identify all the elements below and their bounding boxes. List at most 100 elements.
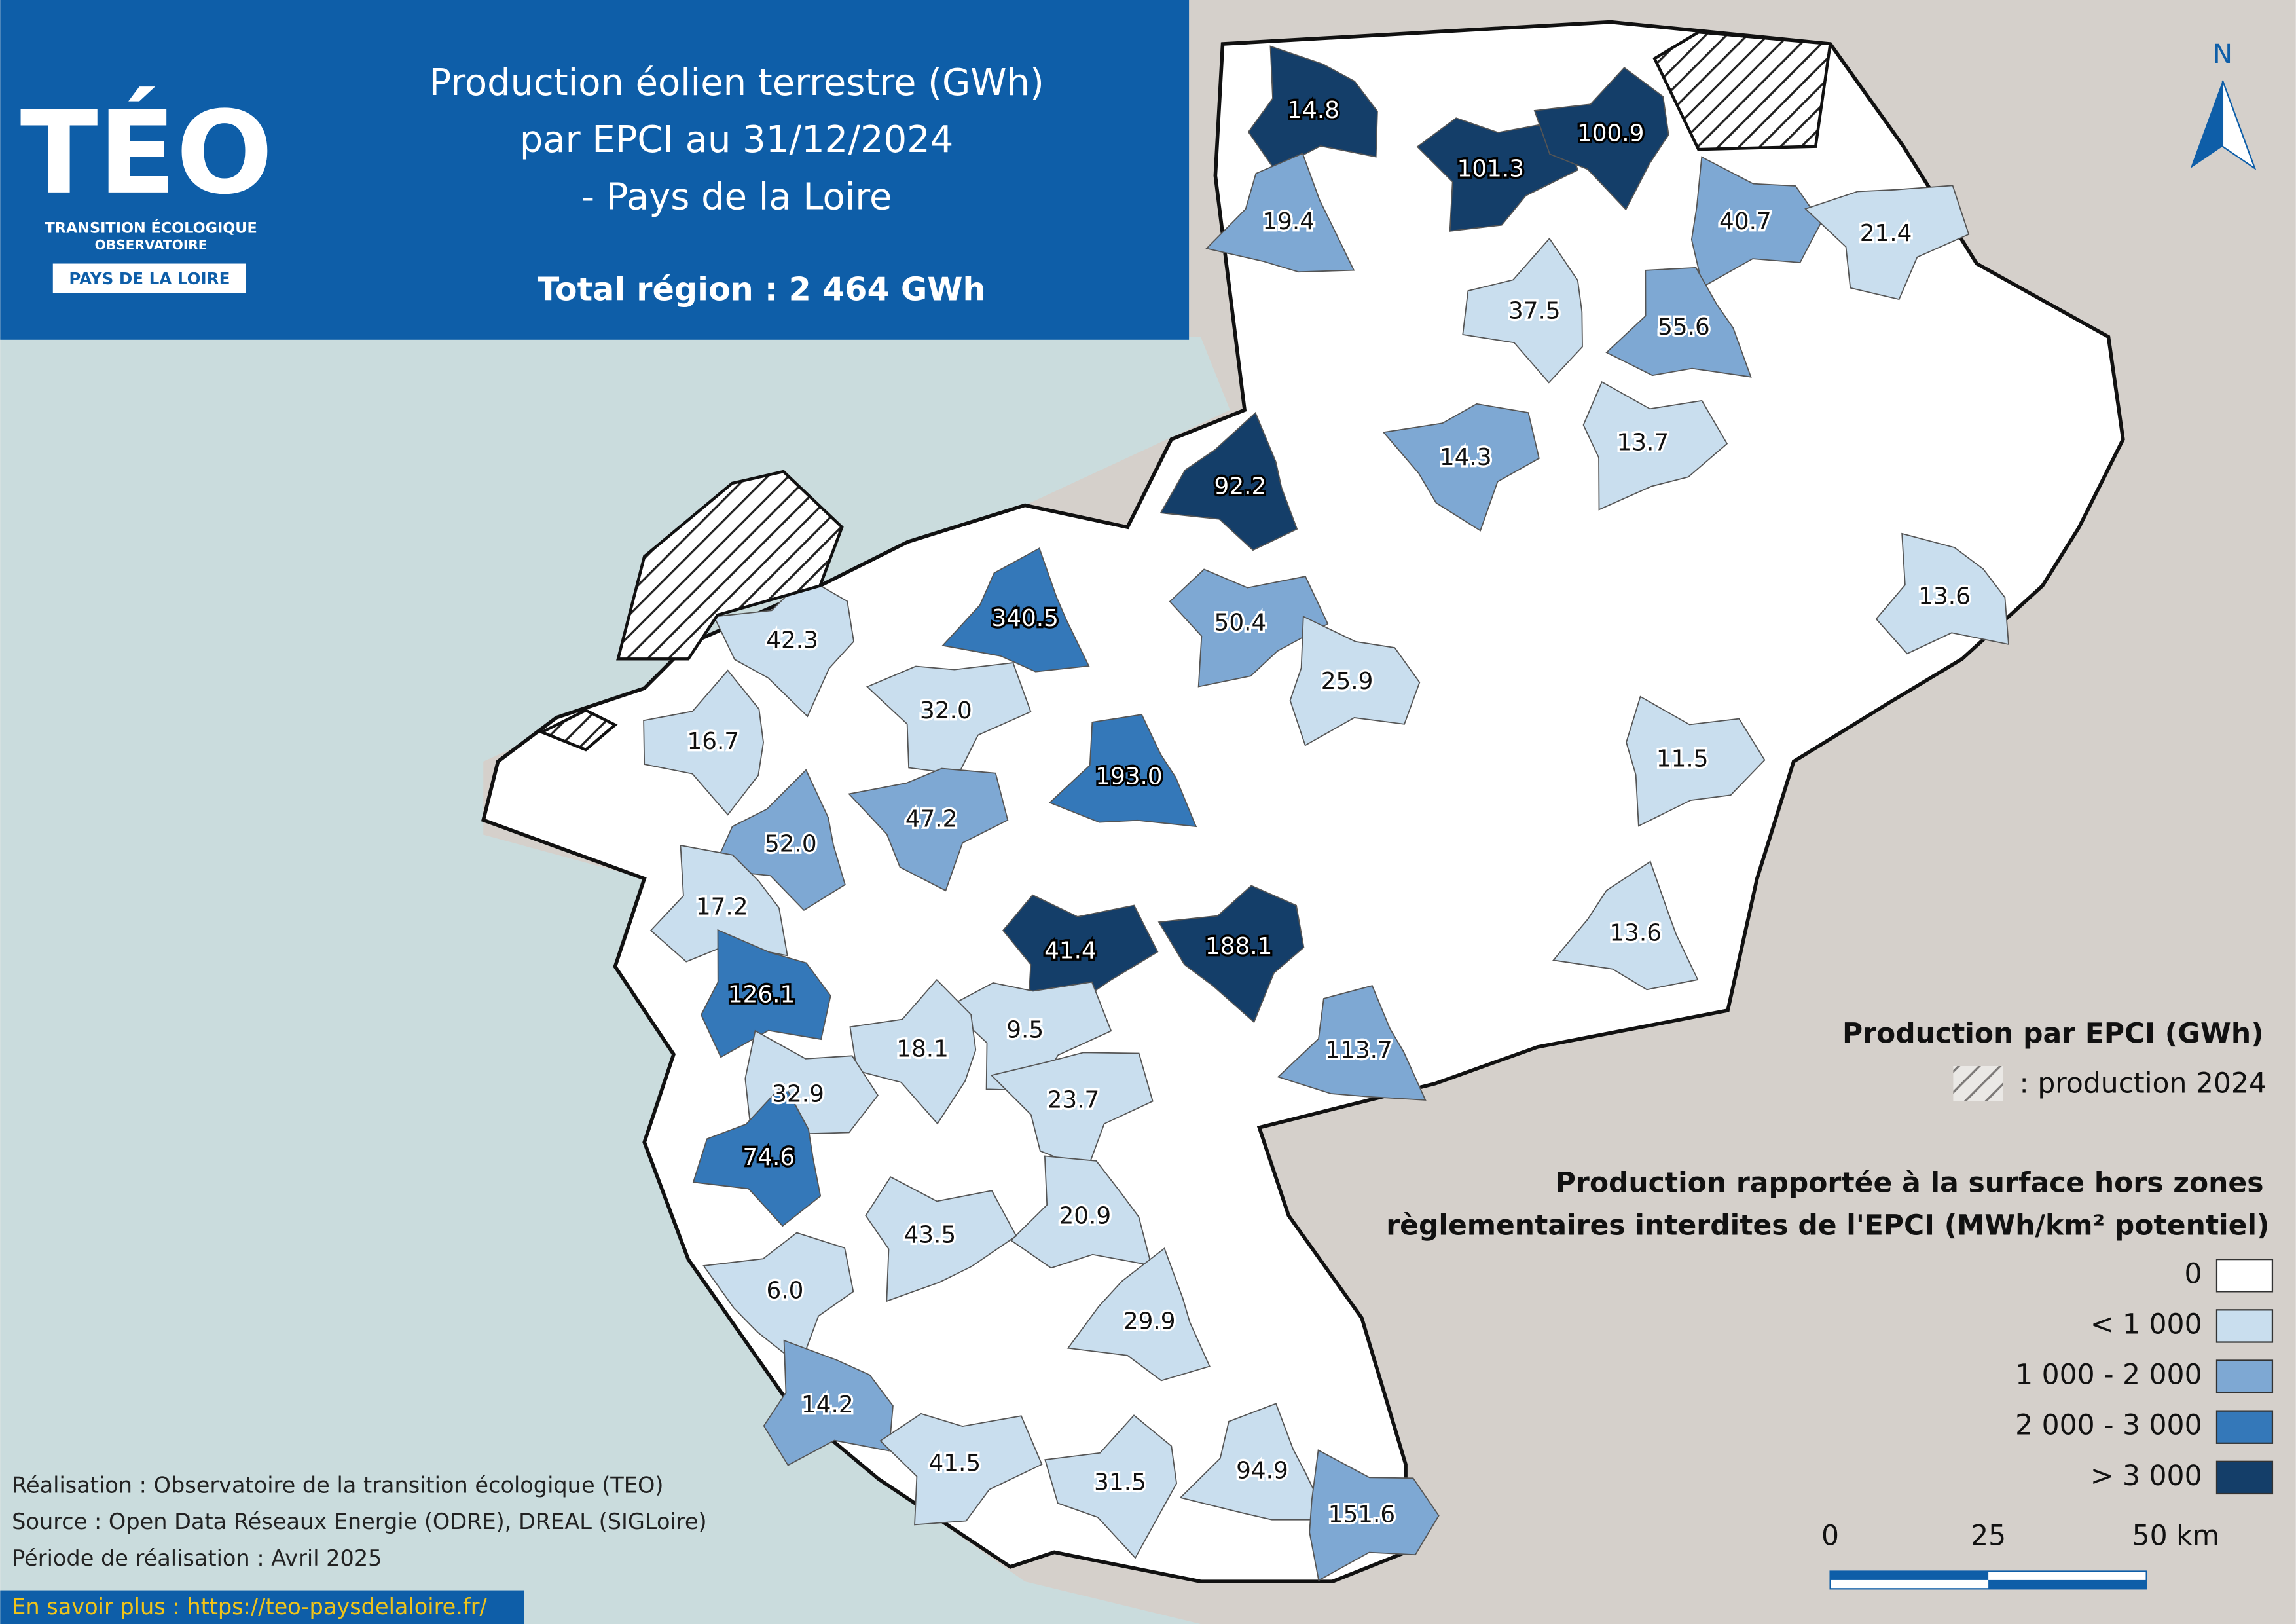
epci-label: 17.2 [696,893,748,920]
epci-label: 6.0 [766,1277,803,1304]
epci-area [1416,117,1579,232]
epci-area [1582,380,1728,511]
legend-title: Production rapportée à la surface hors z… [1556,1168,2264,1200]
epci-label: 52.0 [765,830,817,857]
epci-label: 32.9 [772,1081,824,1108]
epci-label: 40.7 [1719,208,1772,235]
scale-bar [1988,1579,2147,1589]
epci-label: 14.3 [1440,444,1492,471]
epci-area [712,769,846,911]
epci-area [848,767,1009,892]
footer-line: Source : Open Data Réseaux Energie (ODRE… [12,1509,706,1534]
hatched-area [538,709,618,752]
epci-label: 113.7 [1325,1037,1392,1064]
epci-area [1179,1403,1329,1521]
epci-label: 14.8 [1287,97,1339,124]
epci-label: 42.3 [766,627,818,654]
epci-label: 11.5 [1656,746,1709,773]
epci-label: 151.6 [1328,1502,1395,1528]
total: Total région : 2 464 GWh [538,270,986,308]
north-label: N [2213,39,2232,69]
epci-label: 55.6 [1658,314,1710,341]
epci-label: 32.0 [920,697,972,724]
epci-area [1552,860,1699,991]
epci-label: 340.5 [991,605,1058,632]
legend-label: 2 000 - 3 000 [2015,1410,2202,1442]
epci-label: 14.2 [801,1392,854,1418]
epci-label: 23.7 [1048,1087,1100,1114]
legend: 0 < 1 000 1 000 - 2 000 2 000 - 3 000 > 3 00… [2015,1258,2274,1495]
logo-text: TRANSITION ÉCOLOGIQUE [45,218,257,236]
epci-label: 19.4 [1262,208,1315,235]
legend-label: < 1 000 [2090,1308,2202,1340]
epci-area [1157,885,1305,1024]
epci-label: 31.5 [1094,1469,1146,1496]
epci-label: 193.0 [1095,763,1162,790]
epci-area [713,576,854,718]
epci-area [1462,237,1583,384]
epci-area [1010,1155,1152,1269]
legend-swatch [2215,1259,2274,1293]
logo-badge [52,263,246,293]
epci-area [1169,568,1329,688]
legend-title: Production par EPCI (GWh) [1842,1018,2264,1050]
epci-label: 188.1 [1205,933,1272,960]
epci-area [990,1052,1154,1171]
epci-area [1533,67,1669,211]
epci-label: 41.4 [1044,938,1097,965]
epci-layer [643,45,2009,1581]
legend-label: 1 000 - 2 000 [2015,1359,2202,1392]
epci-area [1626,695,1766,827]
epci-label: 13.6 [1609,920,1662,947]
footer-line: Période de réalisation : Avril 2025 [12,1545,382,1571]
epci-area [692,1082,822,1227]
sea [0,337,1230,1624]
legend-title: règlementaires interdites de l'EPCI (MWh… [1386,1209,2269,1242]
epci-area [702,1232,854,1367]
scale-label: 50 km [2132,1521,2220,1553]
legend-swatch [2215,1359,2274,1393]
epci-area [1382,403,1540,532]
scale-bar [1830,1571,1989,1580]
epci-label: 126.1 [728,982,795,1008]
epci-label: 9.5 [1006,1016,1044,1043]
epci-area [865,1176,1017,1302]
legend-swatch [2215,1309,2274,1343]
epci-label: 21.4 [1860,220,1912,247]
epci-area [1048,714,1197,828]
epci-label: 13.6 [1918,583,1971,610]
epci-label: 94.9 [1236,1457,1288,1484]
epci-label: 43.5 [903,1221,956,1248]
epci-area [1605,267,1752,378]
legend-label: > 3 000 [2090,1460,2202,1492]
epci-area [1289,616,1421,747]
legend-swatch [2215,1460,2274,1495]
epci-area [1875,532,2009,655]
scale-label: 25 [1971,1521,2006,1553]
logo: TÉO [20,86,273,220]
epci-area [1804,185,1970,301]
scale-label: 0 [1821,1521,1839,1553]
epci-area [701,929,831,1058]
logo-text: OBSERVATOIRE [95,237,208,253]
title: par EPCI au 31/12/2024 [520,119,953,161]
epci-area [1247,45,1378,171]
epci-label: 13.7 [1617,430,1669,456]
epci-label: 29.9 [1123,1308,1176,1335]
legend-hatch [1953,1065,2003,1101]
epci-area [879,1412,1043,1526]
epci-label: 74.6 [742,1144,795,1171]
epci-label: 25.9 [1321,668,1374,695]
hatched-area [1652,30,1832,151]
link[interactable]: En savoir plus : https://teo-paysdelaloi… [12,1594,487,1619]
epci-label: 50.4 [1214,610,1267,637]
epci-label: 18.1 [896,1035,949,1062]
epci-area [1066,1247,1211,1382]
epci-area [941,547,1090,673]
epci-area [763,1339,894,1466]
label-layer: 14.8 101.3 100.9 19.4 40.7 21.4 37.5 55.6 13.7 14… [685,95,1973,1530]
epci-label: 92.2 [1214,473,1267,500]
footer-line: Réalisation : Observatoire de la transit… [12,1472,663,1498]
link-bar [0,1590,524,1624]
